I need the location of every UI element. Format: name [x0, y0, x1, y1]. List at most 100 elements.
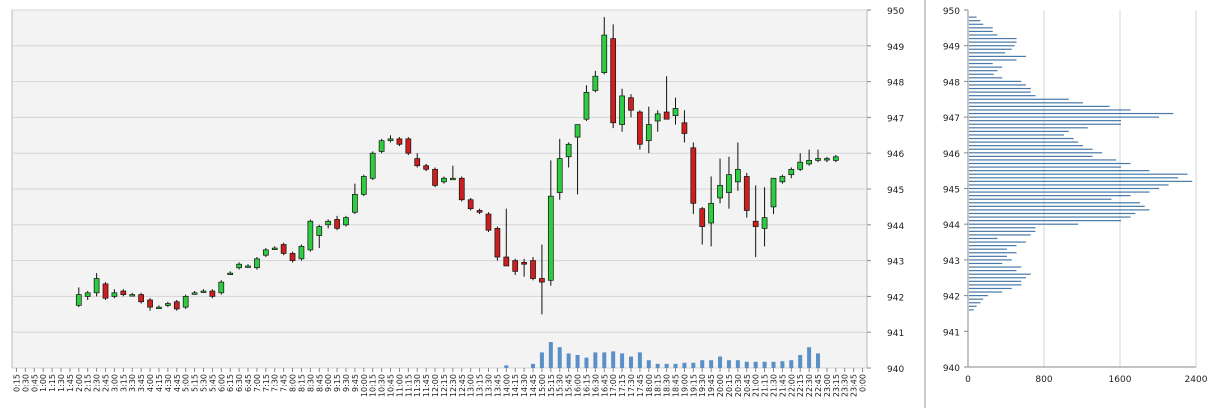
candle-body [352, 194, 358, 213]
x-tick-label: 13:45 [493, 374, 502, 397]
candle-body [699, 208, 706, 227]
candle-body [111, 292, 118, 297]
candle-body [690, 147, 697, 204]
x-tick-label: 23:45 [850, 374, 859, 397]
candle [289, 251, 296, 263]
candle-body [806, 160, 812, 165]
x-tick-label: 20:00 [716, 374, 725, 397]
x-tick-label: 19:45 [707, 374, 716, 397]
candle [610, 24, 617, 129]
candle [806, 149, 812, 166]
candle-body [156, 306, 162, 309]
volume-bar [700, 360, 705, 368]
candle-body [512, 260, 519, 272]
profile-bar [969, 173, 1188, 175]
profile-bar [969, 162, 1131, 165]
x-tick-label: 11:15 [404, 374, 413, 397]
profile-bar [969, 102, 1083, 104]
candle-body [280, 244, 287, 254]
x-tick-label: 12:15 [440, 374, 449, 397]
volume-bar [584, 357, 589, 368]
candle [191, 291, 198, 295]
profile-bar [969, 127, 1088, 129]
candle [325, 219, 332, 229]
x-tick-label: 19:00 [680, 374, 689, 397]
x-tick-label: 14:45 [529, 374, 538, 397]
candle [743, 172, 750, 218]
profile-bar [969, 305, 977, 307]
x-tick-label: 3:00 [110, 374, 119, 392]
candle [485, 212, 492, 232]
x-tick-label: 15:15 [547, 374, 556, 397]
profile-bar [969, 152, 1102, 154]
profile-bar [969, 309, 974, 311]
x-tick-label: 11:30 [413, 374, 422, 397]
candle [619, 88, 625, 132]
candle [254, 257, 260, 270]
y-tick-label: 949 [887, 43, 904, 53]
x-tick-label: 18:15 [654, 374, 663, 397]
profile-y-tick-label: 947 [943, 114, 960, 124]
x-tick-label: 9:45 [351, 374, 360, 392]
candle-body [191, 292, 198, 295]
candle [280, 242, 287, 256]
profile-bar [969, 184, 1169, 186]
volume-bar [673, 363, 678, 368]
x-tick-label: 8:45 [315, 374, 324, 392]
volume-bar [655, 363, 660, 368]
candle-body [743, 176, 750, 211]
candle [245, 264, 251, 268]
volume-bar [620, 353, 625, 368]
candle-body [788, 168, 795, 176]
x-tick-label: 4:15 [155, 374, 164, 392]
candle-body [405, 138, 412, 154]
x-tick-label: 8:00 [289, 374, 298, 392]
candle [227, 271, 234, 275]
candle-body [539, 278, 545, 283]
volume-bar [593, 352, 598, 368]
x-tick-label: 6:45 [244, 374, 253, 392]
candle-body [75, 294, 82, 306]
profile-bar [969, 216, 1131, 218]
candle [441, 176, 447, 184]
profile-bar [969, 277, 1026, 279]
candle [236, 262, 242, 270]
candle-body [485, 213, 492, 231]
candle-body [521, 262, 527, 265]
candle-body [779, 176, 786, 183]
candle-body [236, 263, 242, 269]
candle [271, 246, 278, 250]
profile-bar [969, 120, 1121, 122]
candle-body [610, 38, 617, 124]
candle-body [494, 228, 501, 258]
candle-body [360, 176, 367, 195]
candle-body [271, 247, 278, 250]
candle-body [432, 168, 438, 186]
x-tick-label: 18:30 [663, 374, 672, 397]
x-tick-label: 14:15 [511, 374, 520, 397]
profile-bar [969, 195, 1131, 197]
candle-body [307, 220, 314, 251]
candle-body [583, 91, 590, 120]
candle [378, 138, 385, 154]
profile-bar [969, 252, 1017, 254]
x-tick-label: 1:45 [66, 374, 75, 392]
x-tick-label: 4:30 [164, 374, 173, 392]
y-tick-label: 944 [887, 222, 904, 232]
x-tick-label: 12:00 [431, 374, 440, 397]
x-tick-label: 23:30 [841, 374, 850, 397]
profile-bar [969, 98, 1069, 100]
candle [343, 215, 349, 227]
candle-body [378, 140, 385, 152]
profile-bar [969, 159, 1117, 161]
candle [815, 149, 821, 163]
profile-bar [969, 266, 1022, 268]
profile-bar [969, 291, 1003, 293]
candle [637, 110, 643, 150]
profile-bar [969, 91, 1031, 93]
profile-bar [969, 80, 1022, 82]
candle-body [708, 202, 714, 224]
candle [298, 244, 305, 261]
x-tick-label: 11:45 [422, 374, 431, 397]
profile-bar [969, 187, 1159, 190]
